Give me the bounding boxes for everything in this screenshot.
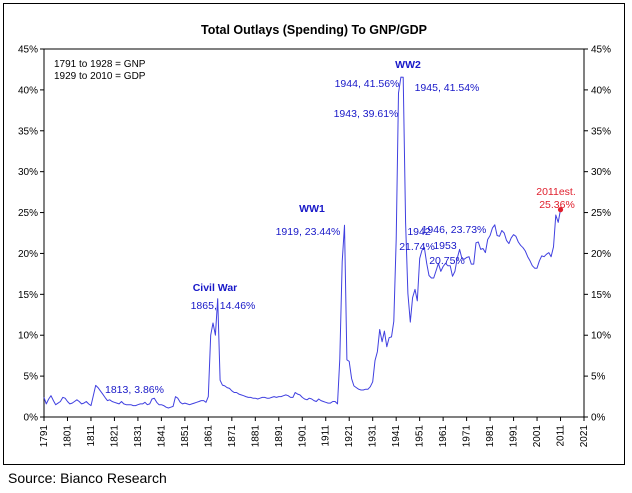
y-tick-label-left: 10%	[18, 331, 38, 342]
annotation-label: 25.36%	[539, 199, 575, 211]
y-tick-label-right: 0%	[591, 413, 606, 424]
x-tick-label: 1961	[438, 425, 449, 448]
annotation-label: 1942	[407, 226, 431, 238]
x-tick-label: 2001	[532, 425, 543, 448]
x-tick-label: 1861	[203, 425, 214, 448]
x-tick-label: 1801	[62, 425, 73, 448]
annotation-label: 1953	[433, 240, 457, 252]
x-tick-label: 1931	[368, 425, 379, 448]
x-tick-label: 1811	[86, 425, 97, 447]
y-tick-label-left: 35%	[18, 126, 38, 137]
y-tick-label-right: 45%	[591, 45, 611, 56]
chart-frame: Total Outlays (Spending) To GNP/GDP 0% 0% 5…	[3, 3, 625, 465]
annotation-label: WW2	[395, 59, 421, 71]
x-tick-label: 1941	[391, 425, 402, 448]
y-tick-label-right: 40%	[591, 85, 611, 96]
plot-area	[43, 48, 585, 418]
x-tick-label: 2011	[556, 425, 567, 447]
x-tick-label: 1831	[133, 425, 144, 448]
y-tick-label-right: 5%	[591, 372, 606, 383]
annotation-label: 20.75%	[429, 255, 465, 267]
annotation-label: 1813, 3.86%	[105, 384, 164, 396]
y-tick-label-left: 25%	[18, 208, 38, 219]
y-tick-label-right: 35%	[591, 126, 611, 137]
annotation-label: 1944, 41.56%	[335, 78, 400, 90]
x-tick-label: 1871	[227, 425, 238, 448]
series-line	[43, 76, 561, 409]
y-tick-label-right: 10%	[591, 331, 611, 342]
y-tick-label-left: 0%	[24, 413, 39, 424]
y-tick-label-left: 45%	[18, 45, 38, 56]
chart-svg: Total Outlays (Spending) To GNP/GDP 0% 0% 5…	[18, 23, 611, 448]
annotation-label: 1945, 41.54%	[415, 82, 480, 94]
y-tick-label-right: 25%	[591, 208, 611, 219]
y-tick-label-right: 15%	[591, 290, 611, 301]
y-tick-label-right: 30%	[591, 167, 611, 178]
annotation-label: WW1	[299, 203, 325, 215]
note-text: 1929 to 2010 = GDP	[54, 71, 146, 82]
x-tick-label: 1911	[321, 425, 332, 447]
annotation-label: 21.74%	[399, 241, 435, 253]
note-text: 1791 to 1928 = GNP	[54, 59, 146, 70]
highlight-point-2011	[557, 207, 564, 213]
x-tick-label: 1951	[415, 425, 426, 448]
annotation-label: Civil War	[193, 282, 238, 294]
x-tick-label: 1971	[462, 425, 473, 448]
y-tick-label-left: 30%	[18, 167, 38, 178]
x-tick-label: 1981	[485, 425, 496, 448]
x-tick-label: 1881	[250, 425, 261, 448]
y-tick-label-left: 20%	[18, 249, 38, 260]
x-tick-label: 1851	[180, 425, 191, 448]
x-tick-label: 1991	[509, 425, 520, 448]
annotation-label: 1919, 23.44%	[276, 226, 341, 238]
chart-title: Total Outlays (Spending) To GNP/GDP	[201, 23, 427, 37]
x-tick-label: 1841	[156, 425, 167, 448]
annotation-label: 1865, 14.46%	[191, 300, 256, 312]
annotation-label: 1943, 39.61%	[334, 108, 399, 120]
x-tick-label: 1921	[344, 425, 355, 448]
y-tick-label-left: 40%	[18, 85, 38, 96]
source-note: Source: Bianco Research	[8, 470, 167, 486]
x-tick-label: 1891	[274, 425, 285, 448]
x-tick-label: 1791	[39, 425, 50, 448]
x-tick-label: 1821	[109, 425, 120, 448]
annotation-label: 1946, 23.73%	[422, 224, 487, 236]
x-tick-label: 2021	[579, 425, 590, 448]
y-tick-label-left: 5%	[24, 372, 39, 383]
x-tick-label: 1901	[297, 425, 308, 448]
annotation-label: 2011est.	[536, 186, 576, 198]
y-tick-label-left: 15%	[18, 290, 38, 301]
y-tick-label-right: 20%	[591, 249, 611, 260]
